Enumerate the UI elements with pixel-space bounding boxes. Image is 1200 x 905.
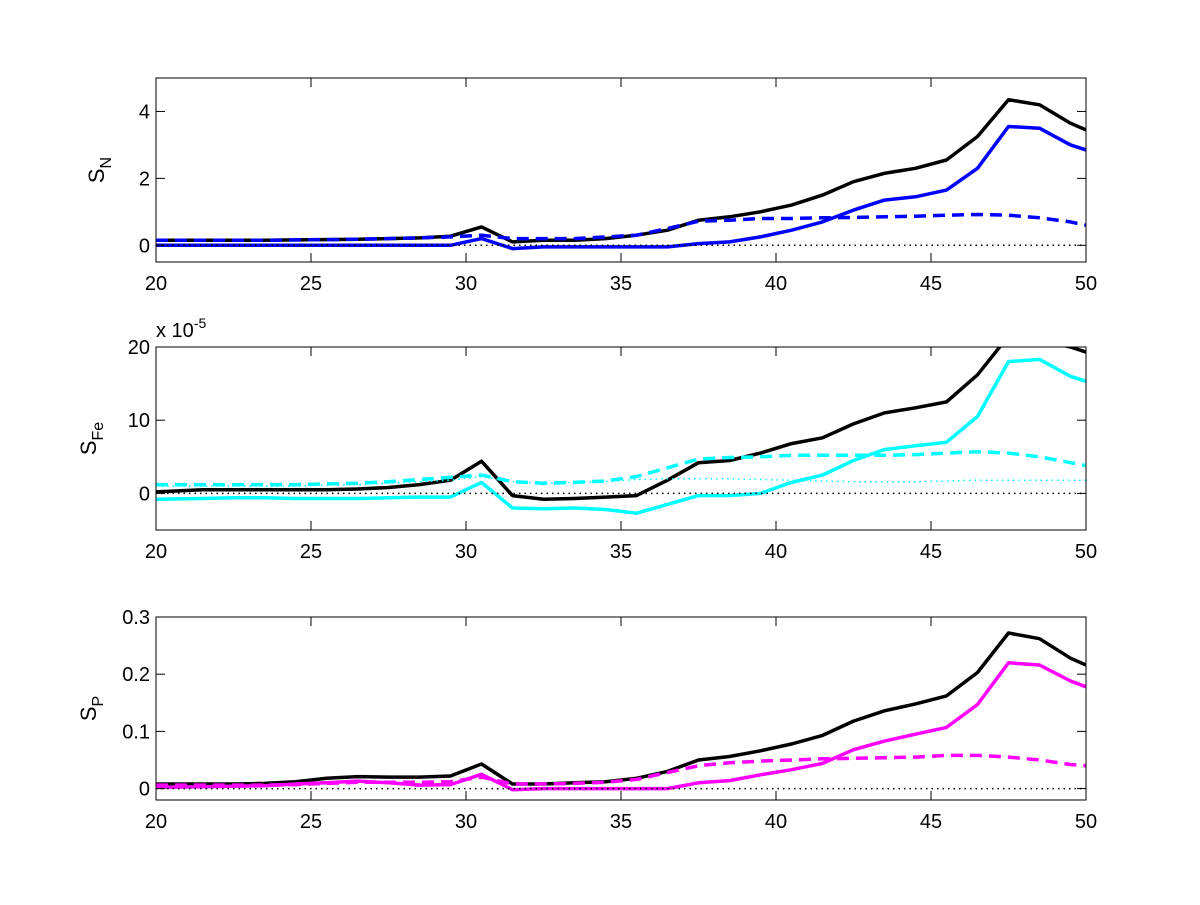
subplot-2: 20 25 30 35 40 45 50 0 10 20 SFe x 10-5 [76, 315, 1097, 563]
y-tick-label: 0.2 [122, 664, 150, 686]
x-tick-label: 35 [610, 541, 632, 563]
y-label-main: S [84, 168, 109, 183]
y-tick-label: 0.3 [122, 607, 150, 629]
x-tick-label: 20 [145, 541, 167, 563]
y-tick-label: 20 [128, 337, 150, 359]
series-line-total [156, 347, 1086, 502]
x-tick-label: 50 [1075, 273, 1097, 295]
y-exponent-label: x 10-5 [156, 315, 206, 342]
x-tick-label: 35 [610, 273, 632, 295]
y-tick-label: 0 [139, 235, 150, 257]
y-tick-label: 10 [128, 410, 150, 432]
x-tick-label: 25 [300, 811, 322, 833]
x-tick-label: 45 [920, 273, 942, 295]
series-line-total [156, 97, 1086, 244]
axes-box [155, 616, 1087, 801]
y-axis-label: SFe [76, 422, 107, 455]
y-label-subscript: Fe [90, 422, 107, 441]
y-label-main: S [76, 706, 101, 721]
x-tick-label: 45 [920, 541, 942, 563]
series-group [156, 97, 1086, 251]
series-group [156, 347, 1086, 515]
y-tick-label: 0 [139, 779, 150, 801]
y-tick-label: 0 [139, 483, 150, 505]
x-tick-label: 30 [455, 811, 477, 833]
x-tick-label: 25 [300, 273, 322, 295]
x-tick-label: 30 [455, 541, 477, 563]
series-line-dotted [156, 475, 1086, 487]
x-tick-label: 20 [145, 811, 167, 833]
series-line-dashed [156, 212, 1086, 243]
subplot-3: 20 25 30 35 40 45 50 0 0.1 0.2 0.3 SP [76, 607, 1097, 833]
x-tick-label: 30 [455, 273, 477, 295]
x-tick-label: 20 [145, 273, 167, 295]
y-axis-label: SP [76, 696, 107, 721]
x-tick-label: 50 [1075, 811, 1097, 833]
y-axis-label: SN [84, 157, 115, 183]
axes-box [155, 346, 1087, 531]
x-tick-label: 40 [765, 273, 787, 295]
x-tick-label: 25 [300, 541, 322, 563]
series-line-dashed [156, 753, 1086, 787]
x-tick-label: 40 [765, 811, 787, 833]
y-tick-label: 2 [139, 168, 150, 190]
x-tick-label: 35 [610, 811, 632, 833]
series-line-solid [156, 357, 1086, 515]
x-tick-label: 50 [1075, 541, 1097, 563]
y-label-subscript: N [98, 157, 115, 169]
y-tick-label: 0.1 [122, 721, 150, 743]
series-line-solid [156, 124, 1086, 251]
series-line-total [156, 631, 1086, 786]
exponent-power: -5 [194, 315, 207, 331]
x-tick-label: 45 [920, 811, 942, 833]
y-tick-label: 4 [139, 101, 150, 123]
series-line-solid [156, 661, 1086, 792]
series-line-dashed [156, 449, 1086, 487]
series-group [156, 631, 1086, 792]
y-label-main: S [76, 440, 101, 455]
exponent-base: x 10 [156, 320, 194, 342]
x-tick-label: 40 [765, 541, 787, 563]
y-label-subscript: P [90, 696, 107, 707]
subplot-1: 20 25 30 35 40 45 50 0 2 4 SN [84, 77, 1097, 295]
